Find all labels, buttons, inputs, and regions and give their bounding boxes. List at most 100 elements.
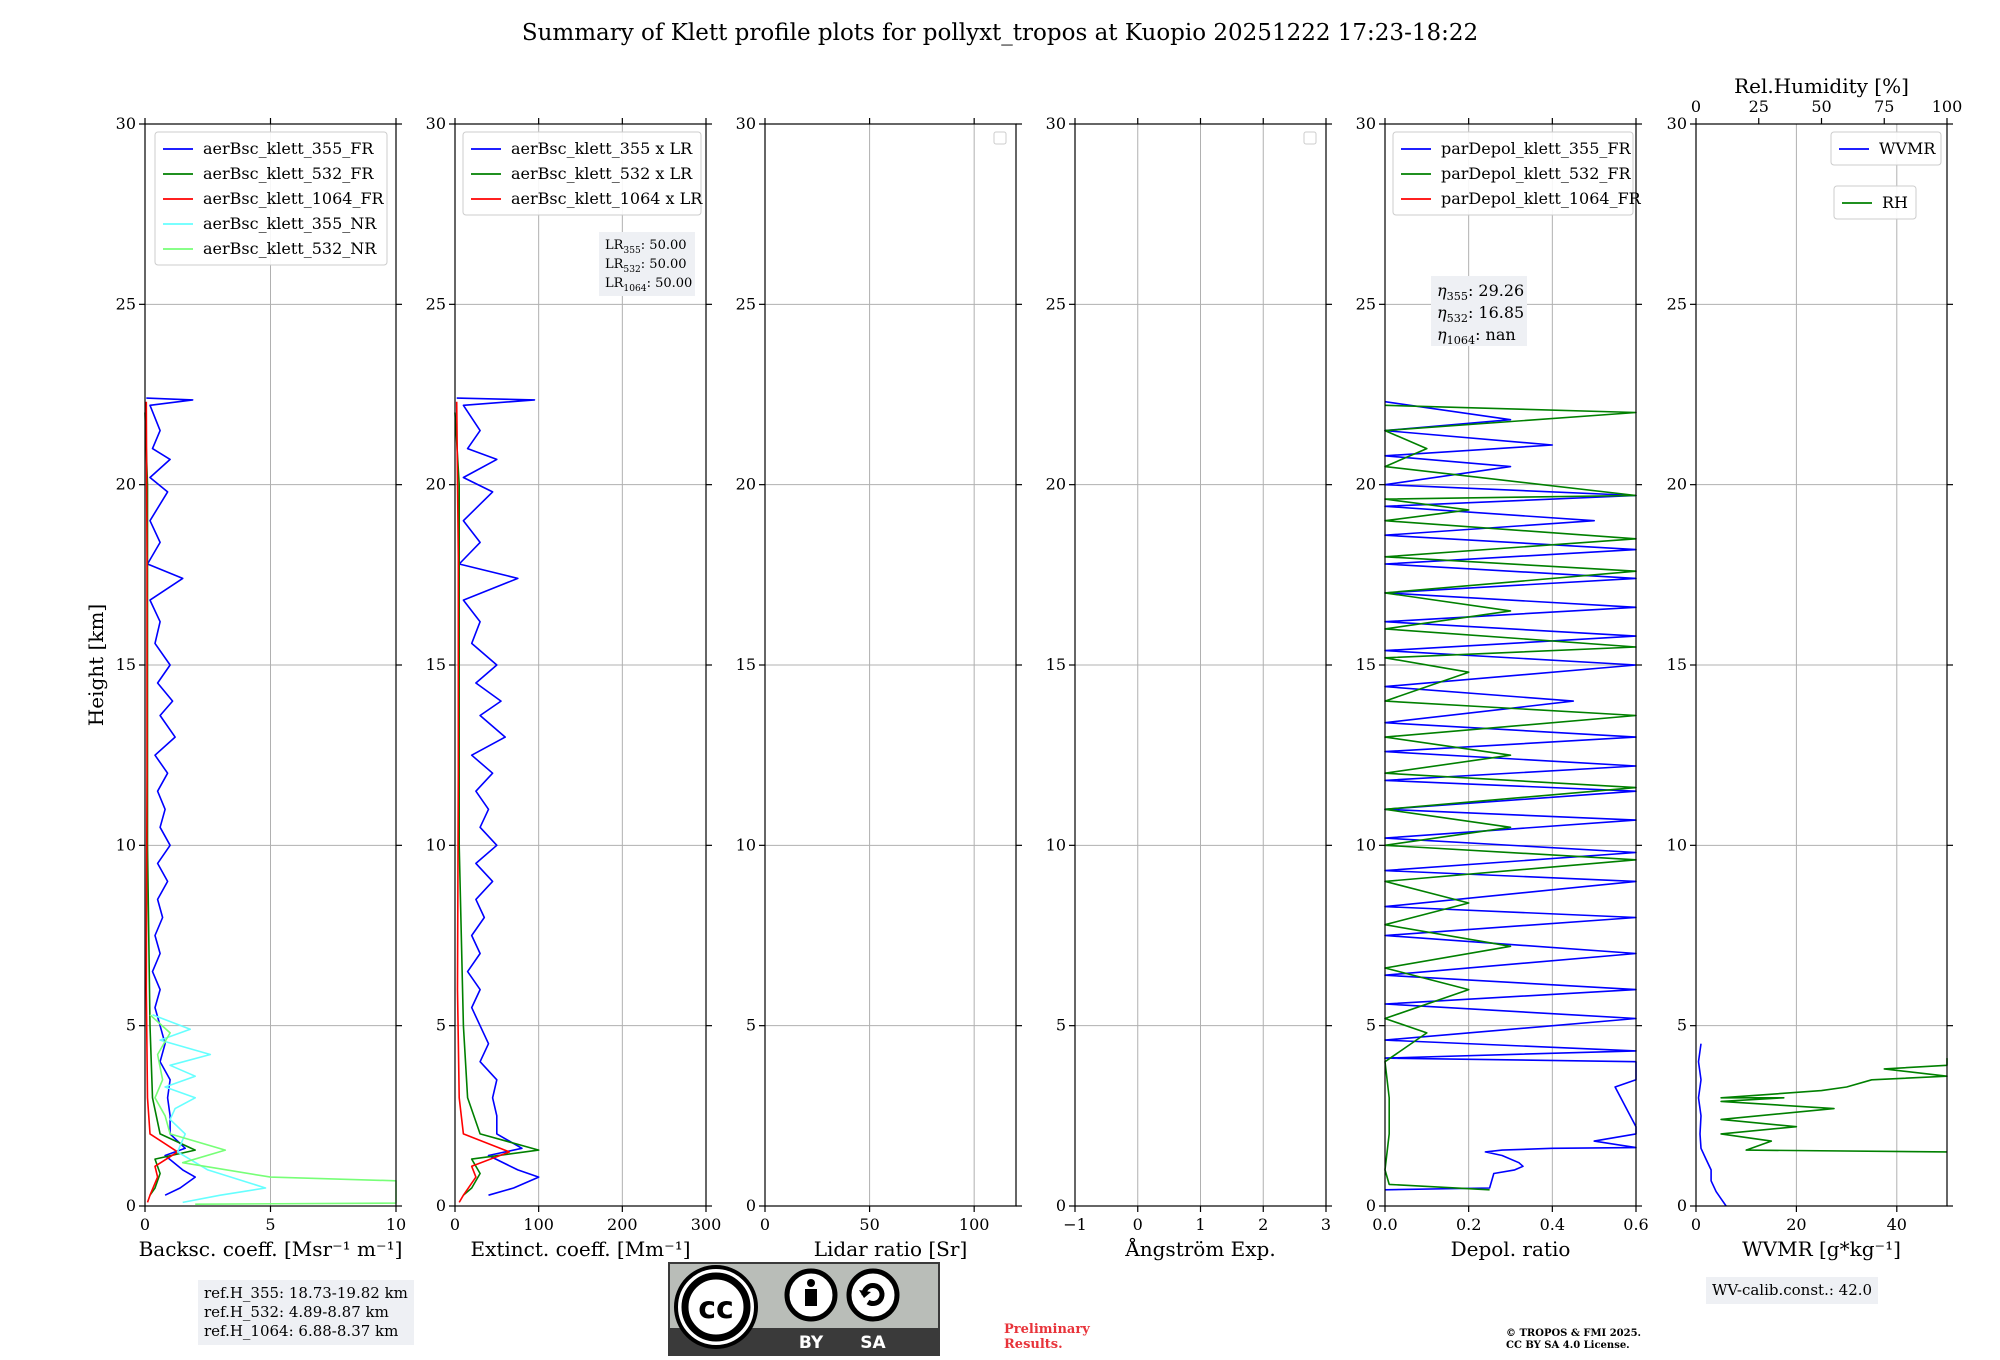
series-line-backscatter-2	[145, 401, 179, 1203]
copyright-note: © TROPOS & FMI 2025. CC BY SA 4.0 Licens…	[1506, 1328, 1641, 1352]
eta-text: η1064: nan	[1437, 325, 1516, 347]
y-tick-label: 0	[436, 1196, 446, 1215]
top-tick-label: 75	[1874, 97, 1894, 116]
y-tick-label: 15	[1356, 655, 1376, 674]
series-line-extinction-2	[455, 401, 511, 1203]
y-tick-label: 10	[1356, 835, 1376, 854]
legend-box	[462, 131, 702, 216]
legend-box	[1392, 131, 1634, 216]
ref-height-355: ref.H_355: 18.73-19.82 km	[204, 1284, 408, 1302]
legend-box	[1830, 131, 1942, 166]
y-tick-label: 30	[1046, 114, 1066, 133]
series-line-backscatter-1	[144, 412, 196, 1196]
lidar-ratio-text: LR532: 50.00	[605, 257, 687, 275]
y-tick-label: 20	[1046, 475, 1066, 494]
x-tick-label: 0	[760, 1215, 770, 1234]
y-tick-label: 25	[1046, 294, 1066, 313]
y-tick-label: 25	[1667, 294, 1687, 313]
preliminary-line-1: Preliminary	[1004, 1322, 1090, 1337]
y-tick-label: 5	[1056, 1016, 1066, 1035]
legend-label: aerBsc_klett_532 x LR	[511, 164, 693, 183]
legend-empty-box	[993, 131, 1007, 145]
preliminary-line-2: Results.	[1004, 1337, 1063, 1352]
x-tick-label: −1	[1063, 1215, 1087, 1234]
series-line-wvmr-0	[1697, 1043, 1727, 1207]
x-axis-label: Ångström Exp.	[1124, 1236, 1275, 1261]
wv-calib-box: WV-calib.const.: 42.0	[1706, 1277, 1879, 1304]
legend-label: aerBsc_klett_355_NR	[203, 214, 377, 233]
figure-title: Summary of Klett profile plots for polly…	[521, 20, 1479, 46]
x-axis-label: WVMR [g*kg⁻¹]	[1742, 1237, 1901, 1261]
cc-license-badge: cc BY SA	[668, 1262, 940, 1356]
series-line-extinction-0	[456, 397, 540, 1196]
x-tick-label: 2	[1258, 1215, 1268, 1234]
y-tick-label: 15	[426, 655, 446, 674]
x-tick-label: 100	[959, 1215, 990, 1234]
x-tick-label: 5	[265, 1215, 275, 1234]
x-tick-label: 300	[691, 1215, 722, 1234]
x-axis-label: Backsc. coeff. [Msr⁻¹ m⁻¹]	[139, 1237, 403, 1261]
y-tick-label: 5	[126, 1016, 136, 1035]
legend-label: RH	[1882, 193, 1908, 212]
copyright-line-2: CC BY SA 4.0 License.	[1506, 1340, 1630, 1351]
lidar-ratio-text: LR355: 50.00	[605, 238, 687, 256]
x-axis-label: Extinct. coeff. [Mm⁻¹]	[470, 1237, 690, 1261]
top-tick-label: 0	[1691, 97, 1701, 116]
x-axis-label: Depol. ratio	[1451, 1237, 1571, 1261]
x-tick-label: 20	[1786, 1215, 1806, 1234]
y-tick-label: 20	[1356, 475, 1376, 494]
cc-badge-sa: SA	[860, 1333, 886, 1353]
legend-label: aerBsc_klett_1064_FR	[203, 189, 385, 208]
y-tick-label: 5	[1366, 1016, 1376, 1035]
ref-height-1064: ref.H_1064: 6.88-8.37 km	[204, 1322, 399, 1340]
y-tick-label: 25	[426, 294, 446, 313]
x-tick-label: 1	[1195, 1215, 1205, 1234]
x-tick-label: 0	[140, 1215, 150, 1234]
legend-box	[1833, 185, 1917, 220]
y-tick-label: 30	[426, 114, 446, 133]
y-tick-label: 30	[736, 114, 756, 133]
legend-label: aerBsc_klett_355 x LR	[511, 139, 693, 158]
x-tick-label: 100	[523, 1215, 554, 1234]
series-line-backscatter-4	[149, 1014, 397, 1205]
lidar-ratio-box	[599, 232, 695, 296]
y-tick-label: 10	[736, 835, 756, 854]
y-tick-label: 0	[1366, 1196, 1376, 1215]
x-tick-label: 0.2	[1456, 1215, 1481, 1234]
y-tick-label: 30	[1356, 114, 1376, 133]
ref-height-box: ref.H_355: 18.73-19.82 km ref.H_532: 4.8…	[198, 1280, 414, 1345]
series-line-extinction-1	[454, 412, 540, 1196]
y-tick-label: 30	[116, 114, 136, 133]
legend-empty-box	[1303, 131, 1317, 145]
y-tick-label: 20	[1667, 475, 1687, 494]
series-line-backscatter-3	[152, 1014, 267, 1204]
x-tick-label: 10	[386, 1215, 406, 1234]
y-tick-label: 25	[116, 294, 136, 313]
legend-label: WVMR	[1879, 139, 1936, 158]
y-axis-label: Height [km]	[84, 604, 108, 726]
lidar-ratio-text: LR1064: 50.00	[605, 276, 692, 294]
y-tick-label: 20	[116, 475, 136, 494]
top-axis-label: Rel.Humidity [%]	[1734, 74, 1909, 98]
eta-box	[1431, 276, 1527, 346]
y-tick-label: 20	[426, 475, 446, 494]
y-tick-label: 5	[746, 1016, 756, 1035]
y-tick-label: 10	[1046, 835, 1066, 854]
y-tick-label: 15	[1667, 655, 1687, 674]
top-tick-label: 25	[1749, 97, 1769, 116]
cc-badge-cc: cc	[698, 1291, 734, 1326]
x-tick-label: 40	[1887, 1215, 1907, 1234]
copyright-line-1: © TROPOS & FMI 2025.	[1506, 1328, 1642, 1339]
x-tick-label: 200	[607, 1215, 638, 1234]
y-tick-label: 0	[746, 1196, 756, 1215]
cc-badge-by: BY	[799, 1333, 824, 1353]
legend-label: parDepol_klett_355_FR	[1441, 139, 1632, 158]
panel-lidar_ratio: 0 5 10 15 20 25 30 0 50 100 Lidar ratio [Sr]	[736, 114, 1022, 1261]
legend-box	[154, 131, 388, 266]
y-tick-label: 0	[1677, 1196, 1687, 1215]
legend-label: aerBsc_klett_355_FR	[203, 139, 374, 158]
legend-label: aerBsc_klett_1064 x LR	[511, 189, 703, 208]
